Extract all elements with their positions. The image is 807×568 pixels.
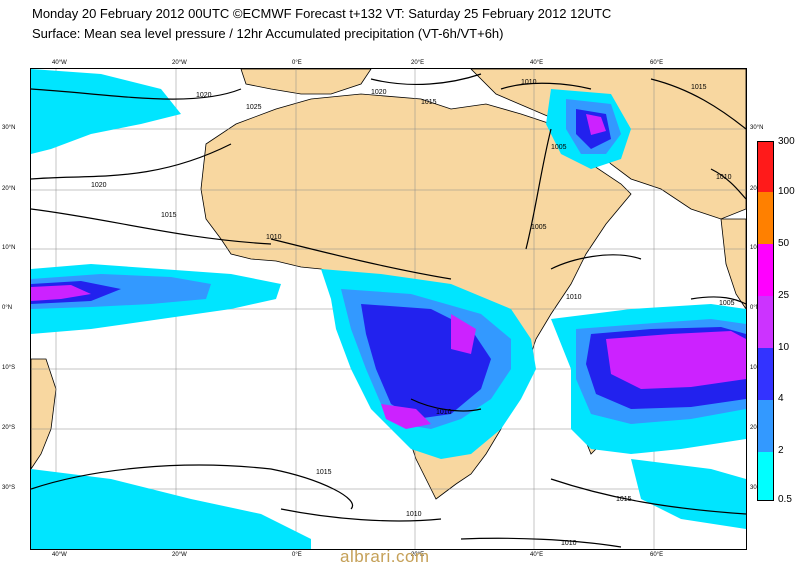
isobar-label: 1010 [266,234,282,241]
precip-extreme [31,285,91,301]
lat-label-right: 10°N [750,245,764,251]
isobar-label: 1010 [566,294,582,301]
lat-label-left: 30°S [2,485,16,491]
lat-label-right: 20°N [750,186,764,192]
isobar-label: 1020 [91,182,107,189]
lat-label-left: 0°N [2,305,13,311]
forecast-map[interactable]: 1020 1025 1020 1015 1010 1015 1020 1015 … [30,68,747,550]
legend-swatch [758,244,773,296]
isobar-label: 1010 [436,409,452,416]
legend-swatch [758,142,773,192]
lon-label-bottom: 60°E [650,552,664,558]
landmass-europe [240,69,372,95]
watermark: albrari.com [340,547,430,566]
legend-label: 0.5 [778,494,792,505]
isobar-label: 1015 [616,496,632,503]
legend-swatch [758,400,773,452]
isobars [31,73,746,548]
isobar-labels: 1020 1025 1020 1015 1010 1015 1020 1015 … [91,79,735,547]
isobar-label: 1010 [406,511,422,518]
lon-label-top: 20°W [172,60,187,66]
precipitation-field [31,69,746,549]
precip-legend-bar [757,141,774,501]
lat-label-right: 10°S [750,365,764,371]
precip-light [31,469,311,549]
lat-label-left: 30°N [2,125,16,131]
legend-swatch [758,452,773,500]
isobar-label: 1020 [196,92,212,99]
isobar-label: 1010 [716,174,732,181]
lon-label-top: 0°E [292,60,302,66]
precip-extreme [451,314,476,354]
precip-extreme [381,404,431,429]
legend-label: 50 [778,238,790,249]
isobar-label: 1005 [531,224,547,231]
lon-label-top: 40°W [52,60,67,66]
lon-label-top: 60°E [650,60,664,66]
landmass-india [720,218,746,310]
lon-label-top: 20°E [411,60,425,66]
legend-label: 10 [778,342,790,353]
precip-extreme [586,114,606,135]
isobar-label: 1005 [719,300,735,307]
lat-label-left: 10°N [2,245,16,251]
lon-label-bottom: 0°E [292,552,302,558]
legend-label: 4 [778,393,784,404]
lat-label-right: 30°S [750,485,764,491]
legend-label: 25 [778,290,790,301]
isobar-label: 1005 [551,144,567,151]
lon-label-top: 40°E [530,60,544,66]
lat-label-right: 0°N [750,305,761,311]
legend-label: 2 [778,445,784,456]
isobar-label: 1015 [316,469,332,476]
lat-label-left: 20°S [2,425,16,431]
chart-title: Monday 20 February 2012 00UTC ©ECMWF For… [32,6,612,21]
lat-label-left: 10°S [2,365,16,371]
landmass-south-america [31,358,57,470]
lat-label-right: 30°N [750,125,764,131]
legend-label: 300 [778,136,795,147]
legend-swatch [758,192,773,244]
precip-light [31,69,181,154]
isobar-label: 1015 [421,99,437,106]
legend-swatch [758,348,773,400]
isobar-label: 1020 [371,89,387,96]
lat-label-right: 20°S [750,425,764,431]
isobar-label: 1015 [691,84,707,91]
lon-label-bottom: 40°E [530,552,544,558]
lat-label-left: 20°N [2,186,16,192]
isobar-label: 1025 [246,104,262,111]
precip-extreme [606,331,746,389]
isobar-label: 1015 [161,212,177,219]
precip-light [631,459,746,529]
isobar-label: 1010 [561,540,577,547]
lon-label-bottom: 40°W [52,552,67,558]
legend-label: 100 [778,186,795,197]
isobar-label: 1010 [521,79,537,86]
lon-label-bottom: 20°E [411,552,425,558]
legend-swatch [758,296,773,348]
lon-label-bottom: 20°W [172,552,187,558]
chart-subtitle: Surface: Mean sea level pressure / 12hr … [32,26,504,41]
